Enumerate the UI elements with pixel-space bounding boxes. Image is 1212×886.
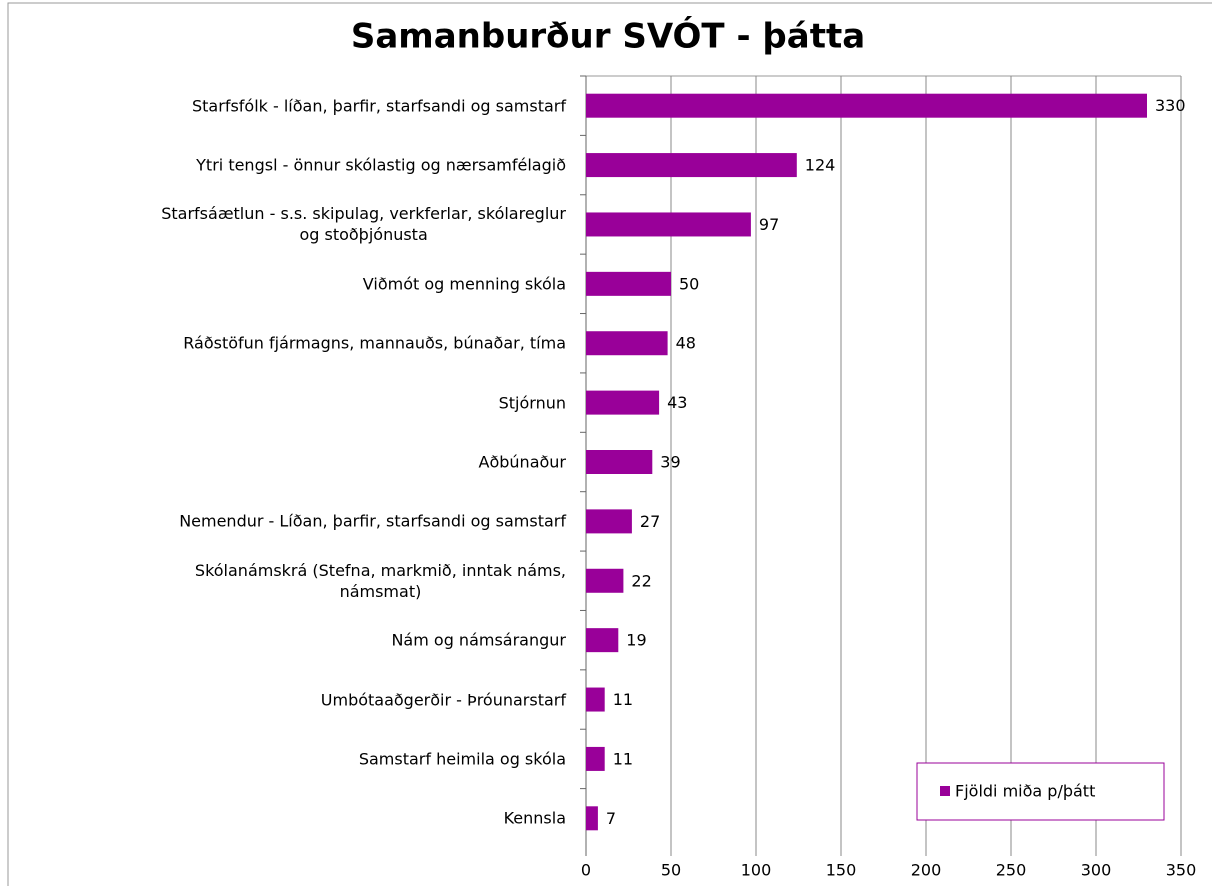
y-tick-label: Ráðstöfun fjármagns, mannauðs, búnaðar, … [183, 333, 566, 353]
y-tick-label: Aðbúnaður [478, 452, 566, 472]
y-tick-label: Viðmót og menning skóla [362, 274, 566, 294]
bar [586, 687, 605, 712]
legend-marker [940, 786, 950, 796]
legend-label: Fjöldi miða p/þátt [955, 782, 1095, 801]
value-label: 43 [667, 393, 687, 412]
y-tick-label: Kennsla [503, 808, 566, 828]
value-label: 48 [676, 334, 696, 353]
bar [586, 390, 660, 415]
x-tick-label: 250 [996, 861, 1027, 880]
y-tick-label: Starfsfólk - líðan, þarfir, starfsandi o… [192, 96, 566, 116]
y-tick-label: Starfsáætlun - s.s. skipulag, verkferlar… [161, 204, 566, 245]
y-tick-label: Umbótaaðgerðir - Þróunarstarf [320, 690, 566, 710]
value-label: 97 [759, 215, 779, 234]
x-tick-label: 50 [661, 861, 681, 880]
x-tick-label: 300 [1081, 861, 1112, 880]
bar [586, 153, 797, 178]
bar [586, 450, 653, 474]
x-tick-label: 200 [911, 861, 942, 880]
x-tick-label: 0 [581, 861, 591, 880]
y-tick-label: Skólanámskrá (Stefna, markmið, inntak ná… [194, 560, 566, 601]
value-label: 11 [613, 690, 633, 709]
bar [586, 568, 624, 593]
value-label: 39 [660, 453, 680, 472]
value-label: 19 [626, 631, 646, 650]
y-tick-label: Ytri tengsl - önnur skólastig og nærsamf… [196, 155, 566, 175]
y-tick-label: Samstarf heimila og skóla [358, 749, 566, 769]
value-label: 330 [1155, 96, 1186, 115]
chart-title: Samanburður SVÓT - þátta [351, 16, 865, 57]
value-label: 27 [640, 512, 660, 531]
x-tick-label: 350 [1166, 861, 1197, 880]
chart-frame [7, 2, 1212, 886]
value-label: 124 [805, 156, 836, 175]
bar [586, 746, 605, 771]
value-label: 50 [679, 274, 699, 293]
x-tick-label: 100 [741, 861, 772, 880]
bar [586, 806, 598, 831]
legend-box [916, 762, 1165, 821]
bar [586, 93, 1147, 118]
value-label: 22 [631, 571, 651, 590]
value-label: 11 [613, 749, 633, 768]
y-tick-label: Nemendur - Líðan, þarfir, starfsandi og … [179, 511, 566, 531]
bar [586, 509, 632, 534]
x-tick-label: 150 [826, 861, 857, 880]
bar [586, 271, 671, 296]
bar [586, 212, 751, 237]
value-label: 7 [606, 809, 616, 828]
bar [586, 331, 668, 356]
y-tick-label: Stjórnun [498, 393, 566, 413]
bar [586, 628, 619, 653]
y-tick-label: Nám og námsárangur [391, 630, 566, 650]
